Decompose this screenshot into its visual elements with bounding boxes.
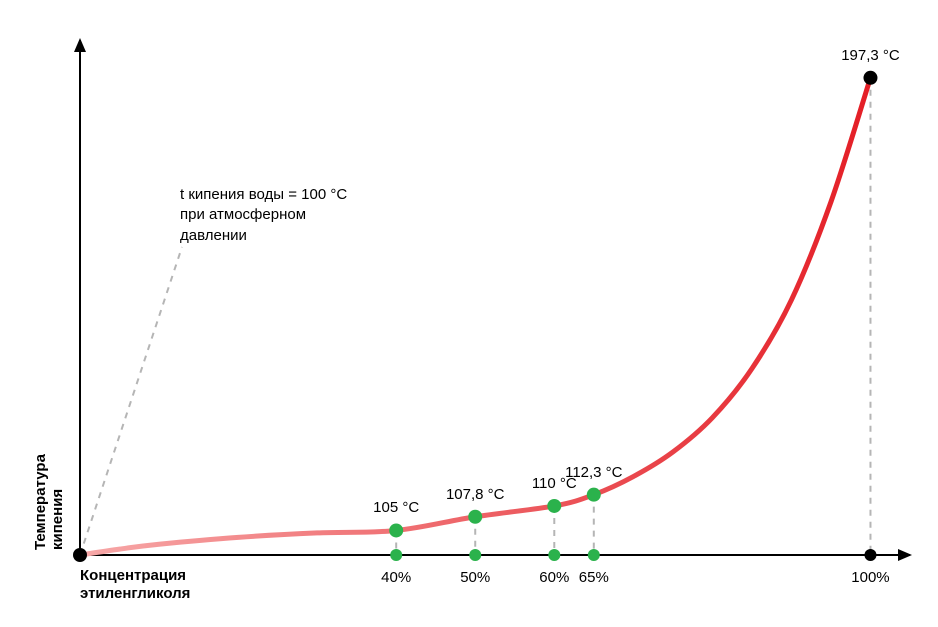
annotation-leader <box>80 247 182 555</box>
y-axis-arrow <box>74 38 86 52</box>
point-label: 112,3 °C <box>565 464 622 481</box>
data-marker <box>468 510 482 524</box>
chart-svg <box>0 0 938 627</box>
chart-container: Температуракипения Концентрацияэтиленгли… <box>0 0 938 627</box>
axis-marker <box>469 549 481 561</box>
axis-marker <box>864 549 876 561</box>
x-axis-label: Концентрацияэтиленгликоля <box>80 567 190 603</box>
x-tick-label: 100% <box>851 569 889 586</box>
point-label: 107,8 °C <box>446 486 505 503</box>
point-label: 197,3 °C <box>841 47 900 64</box>
data-marker <box>863 71 877 85</box>
x-axis-arrow <box>898 549 912 561</box>
annotation-text: t кипения воды = 100 °Cпри атмосферномда… <box>180 185 347 246</box>
axis-marker <box>588 549 600 561</box>
point-label: 105 °C <box>373 499 419 516</box>
x-tick-label: 50% <box>460 569 490 586</box>
x-tick-label: 60% <box>539 569 569 586</box>
data-marker <box>547 499 561 513</box>
x-tick-label: 65% <box>579 569 609 586</box>
axis-marker <box>390 549 402 561</box>
y-axis-label: Температуракипения <box>32 454 66 550</box>
data-marker <box>389 523 403 537</box>
axis-marker <box>548 549 560 561</box>
origin-marker <box>73 548 87 562</box>
x-tick-label: 40% <box>381 569 411 586</box>
curve <box>80 78 870 555</box>
data-marker <box>587 488 601 502</box>
